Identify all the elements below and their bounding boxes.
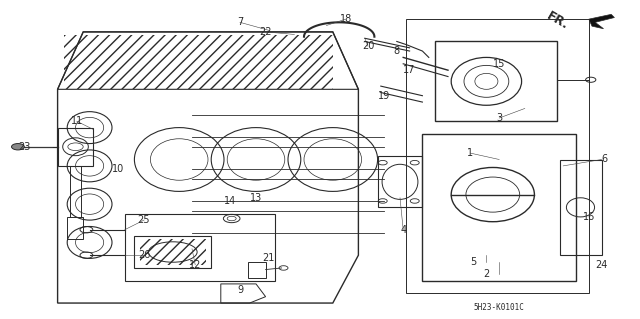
Text: 18: 18 xyxy=(339,14,352,24)
Bar xyxy=(140,239,206,265)
Bar xyxy=(406,19,589,293)
Text: 22: 22 xyxy=(259,27,272,37)
Text: 5: 5 xyxy=(470,256,477,267)
Text: 20: 20 xyxy=(362,41,374,51)
Text: 9: 9 xyxy=(237,285,243,295)
Text: 14: 14 xyxy=(224,196,237,206)
Bar xyxy=(58,128,93,166)
Text: 11: 11 xyxy=(70,116,83,126)
Text: 3: 3 xyxy=(496,113,502,123)
Text: 4: 4 xyxy=(400,225,406,235)
Text: 1: 1 xyxy=(467,148,474,158)
Text: 16: 16 xyxy=(582,212,595,222)
Text: 24: 24 xyxy=(595,260,608,270)
Text: 15: 15 xyxy=(493,59,506,69)
Text: 10: 10 xyxy=(112,164,125,174)
Bar xyxy=(378,156,422,207)
Text: 5H23-K0101C: 5H23-K0101C xyxy=(474,303,525,312)
Text: 2: 2 xyxy=(483,269,490,279)
Text: 26: 26 xyxy=(138,250,150,260)
Text: 19: 19 xyxy=(378,91,390,101)
Text: FR.: FR. xyxy=(545,9,571,32)
Text: 6: 6 xyxy=(602,154,608,165)
Bar xyxy=(64,35,333,89)
Text: 8: 8 xyxy=(394,46,400,56)
Bar xyxy=(67,217,83,239)
Circle shape xyxy=(12,144,24,150)
Polygon shape xyxy=(589,14,614,29)
Text: 21: 21 xyxy=(262,253,275,263)
Text: 23: 23 xyxy=(18,142,31,152)
Text: 12: 12 xyxy=(189,260,202,270)
Text: 25: 25 xyxy=(138,215,150,225)
Text: 17: 17 xyxy=(403,65,416,75)
Text: 13: 13 xyxy=(250,193,262,203)
Text: 7: 7 xyxy=(237,17,243,27)
Bar xyxy=(134,236,211,268)
